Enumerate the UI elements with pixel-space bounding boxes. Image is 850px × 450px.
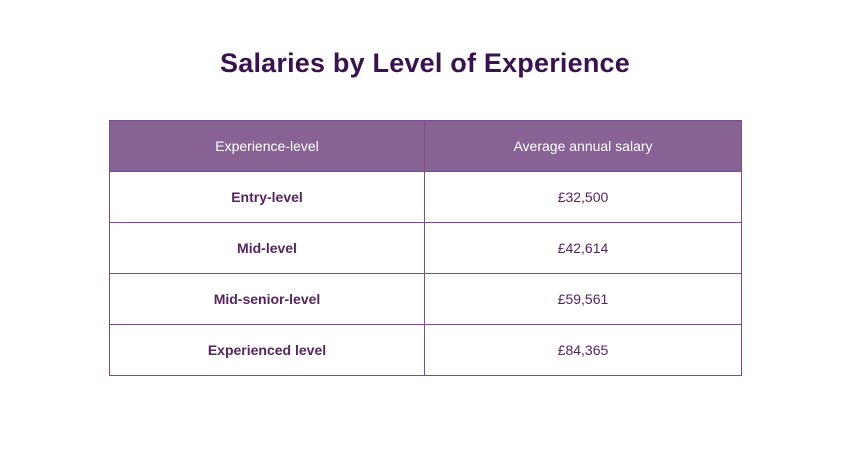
experience-level-cell: Experienced level — [109, 324, 425, 376]
experience-level-cell: Entry-level — [109, 171, 425, 223]
page-title: Salaries by Level of Experience — [220, 48, 630, 78]
salary-cell: £84,365 — [424, 324, 742, 376]
table-row: Experienced level £84,365 — [109, 324, 742, 376]
salary-cell: £59,561 — [424, 273, 742, 325]
experience-level-cell: Mid-senior-level — [109, 273, 425, 325]
experience-level-cell: Mid-level — [109, 222, 425, 274]
salary-table: Experience-level Average annual salary E… — [109, 120, 742, 376]
table-row: Entry-level £32,500 — [109, 171, 742, 223]
column-header-experience-level: Experience-level — [109, 120, 425, 172]
column-header-average-annual-salary: Average annual salary — [424, 120, 742, 172]
table-row: Mid-senior-level £59,561 — [109, 273, 742, 325]
table-header-row: Experience-level Average annual salary — [109, 120, 742, 172]
table-row: Mid-level £42,614 — [109, 222, 742, 274]
salary-cell: £42,614 — [424, 222, 742, 274]
salary-cell: £32,500 — [424, 171, 742, 223]
